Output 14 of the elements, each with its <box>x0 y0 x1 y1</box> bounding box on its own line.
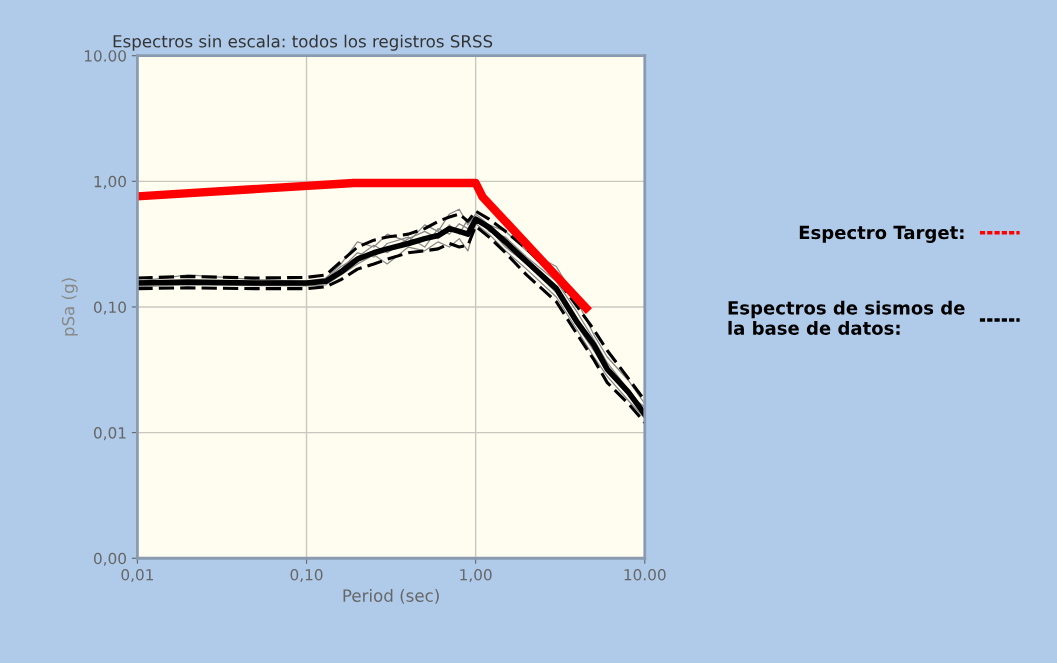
x-tick-label: 10.00 <box>624 568 666 581</box>
x-tick-label: 0,01 <box>121 568 154 583</box>
x-tick-label: 0,10 <box>290 568 323 583</box>
y-tick-label: 0,00 <box>93 552 126 566</box>
chart-title: Espectros sin escala: todos los registros SRSS <box>113 34 493 51</box>
y-tick-label: 0,10 <box>93 301 126 315</box>
x-axis-title: Period (sec) <box>343 589 439 604</box>
legend-label: Espectro Target: <box>799 225 964 243</box>
y-axis-title: pSa (g) <box>61 278 78 336</box>
y-tick-label: 0,01 <box>93 427 126 441</box>
legend-label: Espectros de sismos de la base de datos: <box>728 300 965 335</box>
y-tick-label: 1,00 <box>94 175 126 189</box>
x-tick-label: 1,00 <box>460 568 492 583</box>
y-tick-label: 10.00 <box>84 50 126 62</box>
